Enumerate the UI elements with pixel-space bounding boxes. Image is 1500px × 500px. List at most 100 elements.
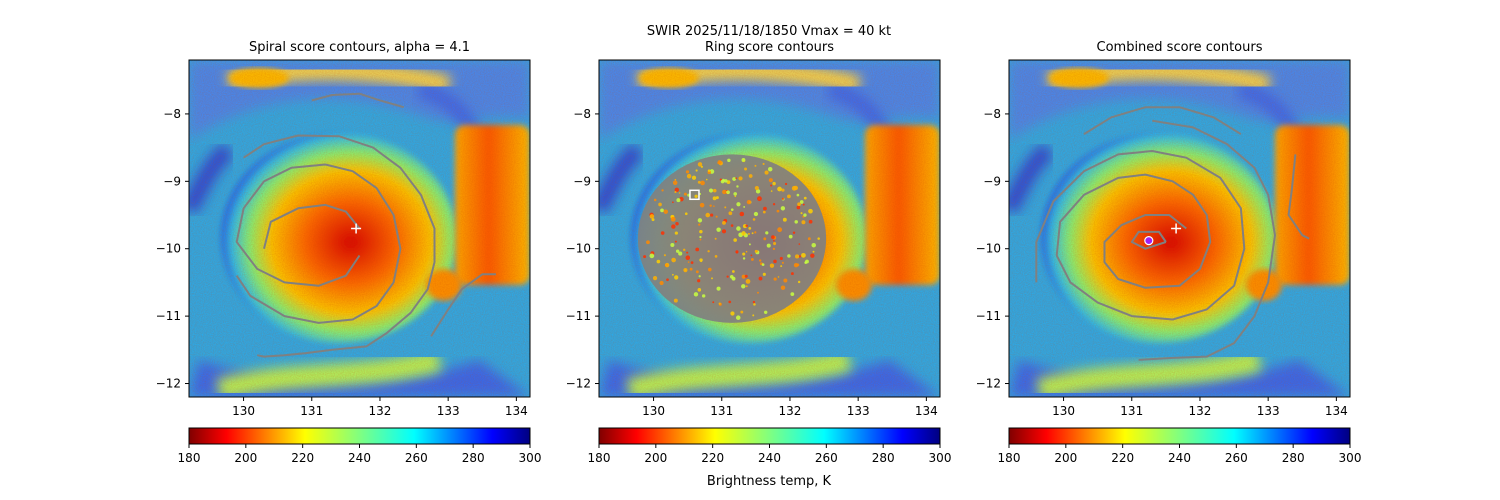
ring-speckle	[762, 210, 766, 214]
ring-speckle	[733, 192, 738, 196]
ring-speckle	[808, 208, 813, 214]
ring-speckle	[798, 243, 801, 245]
panel-combined: Combined score contours 130 131 132 133 134 −…	[976, 40, 1351, 418]
x-tick-label: 132	[1189, 404, 1212, 418]
colorbar-tick-label: 180	[588, 451, 611, 465]
colorbar-tick-label: 280	[462, 451, 485, 465]
ring-speckle	[752, 218, 756, 221]
ring-speckle	[772, 181, 776, 186]
ring-speckle	[700, 260, 702, 263]
score-contour-2	[1130, 230, 1167, 250]
ring-speckle	[670, 216, 676, 222]
ring-speckle	[783, 278, 788, 283]
score-contour-3	[311, 92, 405, 109]
ring-speckle	[782, 217, 787, 222]
colorbar-tick-label: 220	[1111, 451, 1134, 465]
ring-speckle	[695, 169, 698, 172]
ring-speckle	[671, 273, 674, 276]
ring-speckle	[730, 311, 735, 316]
ring-speckle	[685, 255, 691, 260]
colorbar-label: Brightness temp, K	[707, 474, 832, 489]
ring-speckle	[739, 211, 745, 217]
colorbar-tick-label: 200	[234, 451, 257, 465]
ring-speckle	[671, 224, 676, 229]
ring-speckle	[705, 212, 711, 218]
ring-speckle	[697, 162, 703, 167]
ring-speckle	[707, 267, 712, 272]
ring-speckle	[787, 254, 791, 258]
ring-speckle	[769, 263, 775, 268]
ring-speckle	[689, 267, 693, 271]
ring-speckle	[777, 276, 780, 278]
ring-speckle	[726, 275, 729, 278]
ring-speckle	[698, 275, 701, 278]
ring-speckle	[728, 211, 733, 216]
ring-speckle	[684, 212, 688, 216]
ring-speckle	[664, 262, 670, 268]
ring-speckle	[733, 238, 737, 242]
ring-speckle	[804, 261, 808, 264]
ring-speckle	[781, 197, 784, 200]
ring-speckle	[708, 188, 714, 193]
ring-speckle	[653, 198, 657, 202]
ring-speckle	[663, 254, 666, 257]
combined-center-circle-marker	[1144, 236, 1154, 246]
ring-speckle	[674, 275, 679, 280]
ring-speckle	[767, 166, 773, 172]
ring-speckle	[763, 310, 768, 314]
ring-speckle	[743, 206, 746, 208]
ring-speckle	[730, 224, 734, 227]
ring-speckle	[726, 190, 730, 195]
ring-speckle	[752, 300, 756, 304]
x-tick-label: 134	[915, 404, 938, 418]
ring-speckle	[812, 250, 815, 253]
ring-speckle	[649, 214, 655, 219]
x-tick-label: 130	[232, 404, 255, 418]
ring-speckle	[763, 237, 767, 241]
colorbar-tick-label: 240	[348, 451, 371, 465]
colorbar-tick-label: 180	[178, 451, 201, 465]
colorbar-tick-label: 200	[1054, 451, 1077, 465]
ring-speckle	[744, 167, 748, 171]
ring-speckle	[659, 280, 664, 286]
ring-speckle	[753, 303, 756, 306]
ring-speckle	[711, 277, 713, 280]
ring-speckle	[727, 158, 731, 163]
ring-speckle	[712, 196, 717, 201]
ring-speckle	[738, 176, 743, 181]
ring-speckle	[716, 286, 721, 291]
ring-speckle	[777, 186, 782, 192]
ring-speckle	[754, 164, 757, 167]
score-contour-0	[1138, 119, 1276, 361]
y-tick-label: −9	[163, 174, 181, 188]
ring-speckle	[808, 219, 813, 224]
ring-speckle	[810, 253, 815, 258]
ring-speckle	[686, 173, 692, 179]
ring-speckle	[763, 206, 767, 211]
panel-combined-image	[1009, 60, 1350, 397]
ring-speckle	[797, 202, 801, 207]
ring-speckle	[741, 274, 746, 279]
y-tick-label: −8	[983, 107, 1001, 121]
ring-speckle	[735, 251, 738, 254]
score-contour-2	[263, 203, 361, 249]
ring-speckle	[675, 221, 679, 226]
ring-speckle	[803, 196, 807, 200]
ring-speckle	[798, 255, 802, 258]
ring-speckle	[700, 180, 705, 186]
y-tick-label: −11	[566, 309, 591, 323]
ring-speckle	[772, 203, 776, 206]
x-tick-label: 130	[642, 404, 665, 418]
ring-speckle	[700, 165, 703, 168]
ring-speckle	[780, 206, 786, 211]
ring-speckle	[722, 220, 726, 225]
ring-speckle	[697, 288, 702, 292]
ring-speckle	[698, 223, 701, 226]
ring-speckle	[803, 213, 807, 217]
ring-speckle	[674, 178, 677, 181]
ring-speckle	[754, 231, 757, 234]
ring-speckle	[666, 278, 669, 282]
ring-speckle	[754, 185, 759, 191]
ring-speckle	[699, 202, 705, 208]
center-plus-marker	[1171, 223, 1182, 234]
